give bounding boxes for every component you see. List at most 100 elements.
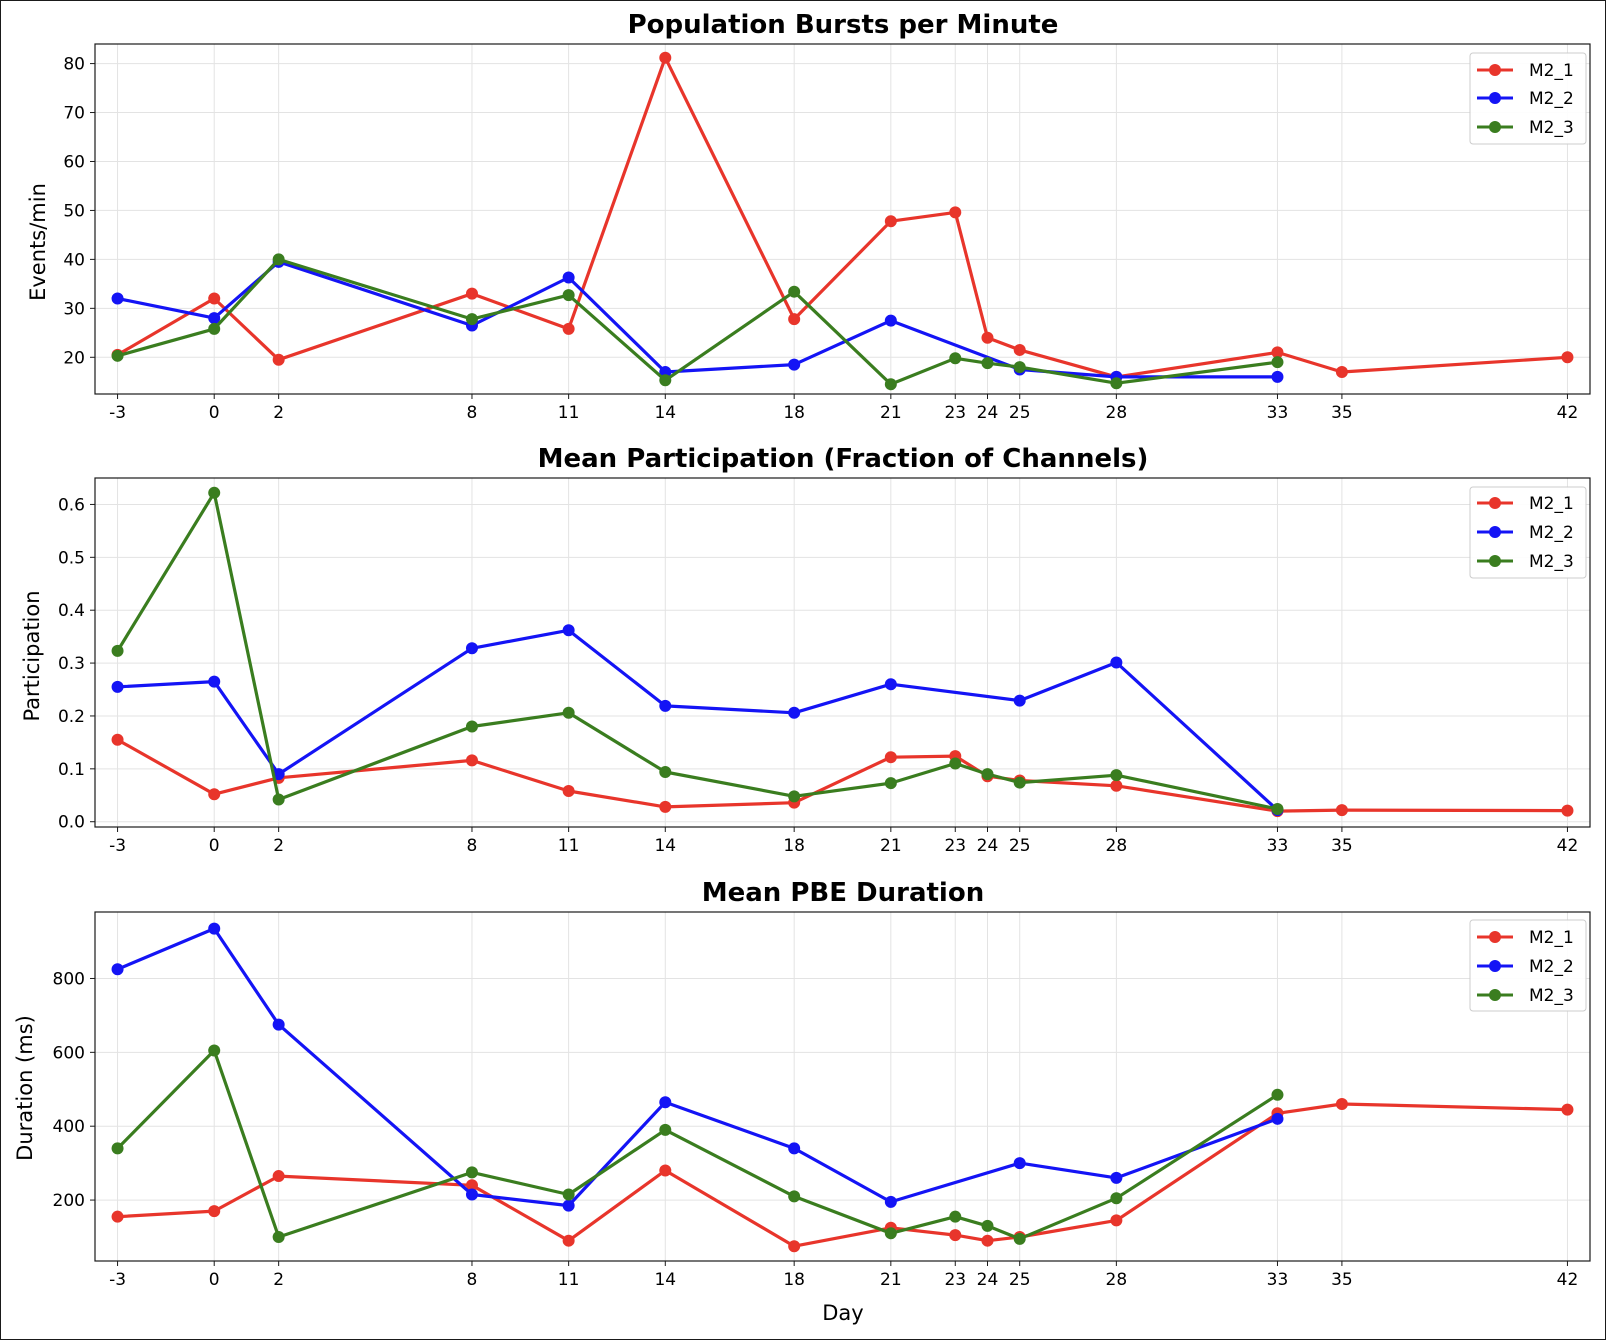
- x-tick-label: 28: [1106, 403, 1128, 423]
- data-point-m2-2: [788, 1142, 801, 1155]
- legend-marker-m2-2: [1489, 92, 1501, 104]
- y-tick-label: 0.5: [58, 548, 85, 568]
- panel-mean-pbe-duration: Mean PBE Duration Duration (ms) -3 0 2 8 11 1…: [13, 878, 1591, 1325]
- data-point-m2-3: [1013, 361, 1026, 374]
- x-tick-label: 8: [467, 403, 478, 423]
- y-tick-label: 30: [63, 299, 85, 319]
- data-point-m2-1: [1271, 346, 1284, 359]
- data-point-m2-2: [272, 768, 285, 781]
- data-point-m2-3: [949, 1210, 962, 1223]
- data-point-m2-2: [788, 706, 801, 719]
- x-tick-label: 33: [1267, 403, 1289, 423]
- data-point-m2-1: [788, 313, 801, 326]
- x-tick-label: 33: [1267, 836, 1289, 856]
- x-tick-label: -3: [109, 403, 126, 423]
- x-tick-label: 23: [944, 1270, 966, 1290]
- data-point-m2-3: [208, 486, 221, 499]
- y-tick-label: 60: [63, 152, 85, 172]
- x-axis-label: Day: [822, 1301, 863, 1325]
- data-point-m2-2: [111, 963, 124, 976]
- x-tick-label: 2: [273, 1270, 284, 1290]
- data-point-m2-2: [1271, 370, 1284, 383]
- data-point-m2-3: [949, 352, 962, 365]
- x-tick-label: 35: [1331, 1270, 1353, 1290]
- x-tick-label: 23: [944, 836, 966, 856]
- y-tick-label: 400: [53, 1117, 85, 1137]
- data-point-m2-2: [884, 678, 897, 691]
- data-point-m2-3: [1110, 377, 1123, 390]
- x-tick-label: 24: [977, 403, 999, 423]
- x-tick-label: 21: [880, 403, 902, 423]
- data-point-m2-1: [465, 287, 478, 300]
- data-point-m2-3: [788, 1190, 801, 1203]
- legend-label-m2-2: M2_2: [1529, 89, 1574, 109]
- data-point-m2-2: [208, 312, 221, 325]
- legend-marker-m2-1: [1489, 64, 1501, 76]
- data-point-m2-2: [208, 922, 221, 935]
- legend-frame: [1469, 486, 1587, 579]
- data-point-m2-1: [659, 51, 672, 64]
- y-tick-label: 800: [53, 969, 85, 989]
- data-point-m2-1: [465, 754, 478, 767]
- x-tick-label: 42: [1557, 836, 1579, 856]
- data-point-m2-1: [1110, 1214, 1123, 1227]
- data-point-m2-2: [1110, 656, 1123, 669]
- data-point-m2-3: [562, 706, 575, 719]
- data-point-m2-3: [465, 313, 478, 326]
- data-point-m2-3: [659, 1123, 672, 1136]
- x-tick-label: 18: [783, 403, 805, 423]
- plot-frame: [94, 43, 1591, 395]
- data-point-m2-1: [1335, 804, 1348, 817]
- data-point-m2-2: [272, 1018, 285, 1031]
- legend-frame: [1469, 52, 1587, 145]
- data-point-m2-1: [659, 800, 672, 813]
- data-point-m2-3: [981, 357, 994, 370]
- y-tick-label: 0.1: [58, 760, 85, 780]
- legend-marker-m2-1: [1489, 931, 1501, 943]
- x-tick-label: 28: [1106, 1270, 1128, 1290]
- legend-marker-m2-2: [1489, 960, 1501, 972]
- x-tick-label: 18: [783, 1270, 805, 1290]
- y-axis-label: Events/min: [26, 183, 50, 301]
- data-point-m2-3: [111, 1142, 124, 1155]
- data-point-m2-1: [1561, 351, 1574, 364]
- data-point-m2-1: [949, 206, 962, 219]
- data-point-m2-3: [884, 777, 897, 790]
- legend: M2_1 M2_2 M2_3: [1469, 486, 1587, 579]
- data-point-m2-2: [562, 1199, 575, 1212]
- plot-frame: [94, 911, 1591, 1262]
- legend-marker-m2-3: [1489, 555, 1501, 567]
- data-point-m2-3: [272, 253, 285, 266]
- legend-marker-m2-2: [1489, 526, 1501, 538]
- chart-title: Mean Participation (Fraction of Channels…: [538, 444, 1149, 474]
- data-point-m2-1: [208, 1205, 221, 1218]
- data-point-m2-3: [208, 322, 221, 335]
- data-point-m2-1: [111, 733, 124, 746]
- data-point-m2-1: [208, 788, 221, 801]
- data-point-m2-1: [562, 785, 575, 798]
- x-tick-label: 24: [977, 1270, 999, 1290]
- data-point-m2-3: [1271, 1088, 1284, 1101]
- x-tick-label: 42: [1557, 403, 1579, 423]
- x-tick-label: 23: [944, 403, 966, 423]
- data-point-m2-2: [659, 365, 672, 378]
- legend: M2_1 M2_2 M2_3: [1469, 52, 1587, 145]
- y-tick-label: 80: [63, 55, 85, 75]
- data-point-m2-1: [1110, 779, 1123, 792]
- data-point-m2-1: [465, 1179, 478, 1192]
- data-point-m2-2: [465, 1188, 478, 1201]
- data-point-m2-3: [788, 790, 801, 803]
- x-tick-label: 11: [558, 836, 580, 856]
- y-tick-label: 200: [53, 1191, 85, 1211]
- plot-frame: [94, 477, 1591, 828]
- data-point-m2-2: [111, 680, 124, 693]
- x-tick-label: 25: [1009, 836, 1031, 856]
- data-point-m2-3: [1013, 1232, 1026, 1245]
- y-tick-label: 40: [63, 250, 85, 270]
- data-point-m2-1: [111, 1210, 124, 1223]
- y-tick-label: 0.2: [58, 707, 85, 727]
- x-tick-label: 14: [654, 1270, 676, 1290]
- data-point-m2-1: [659, 1164, 672, 1177]
- x-tick-label: 2: [273, 836, 284, 856]
